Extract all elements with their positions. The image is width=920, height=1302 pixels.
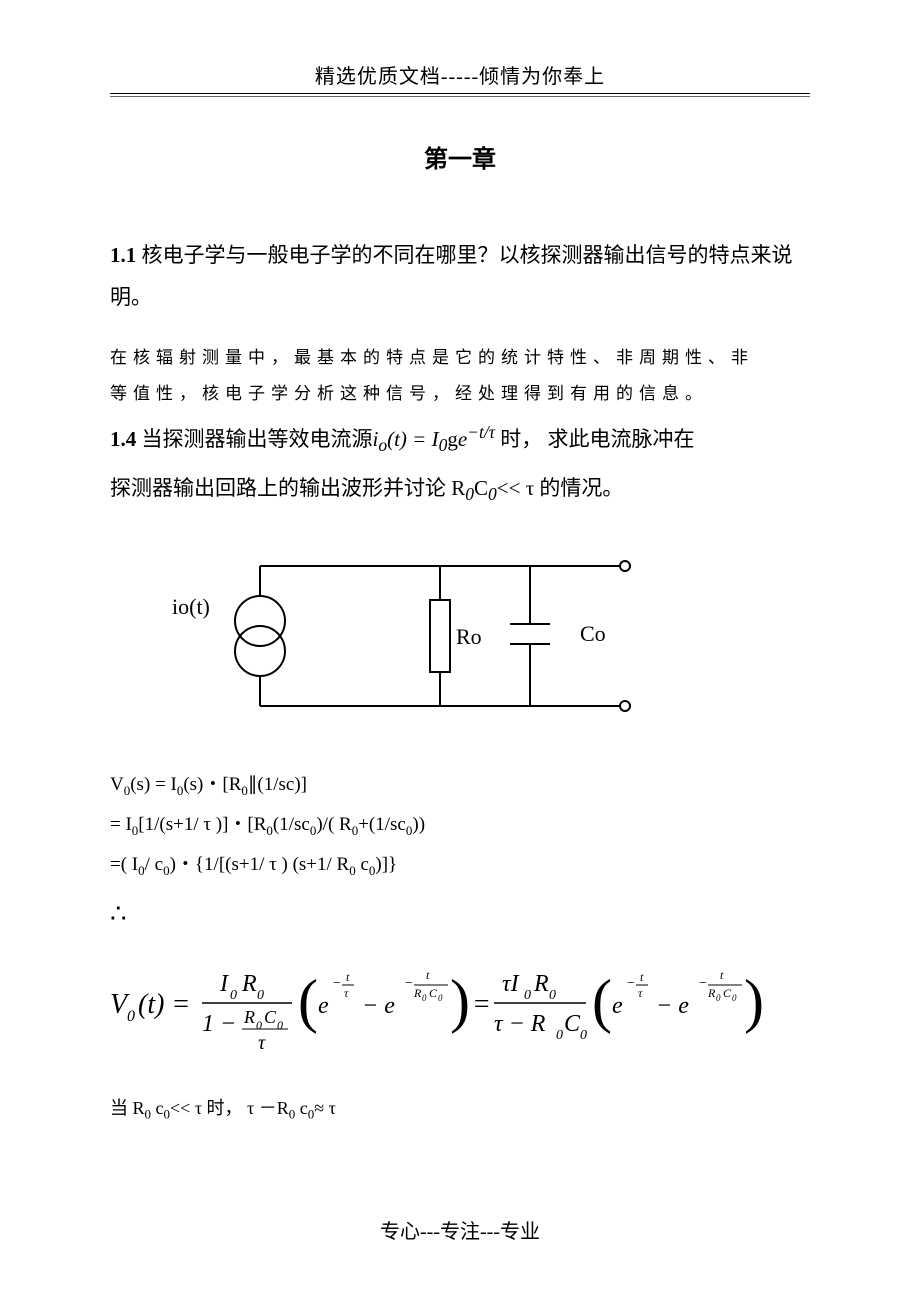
svg-text:C: C (264, 1007, 277, 1027)
question-1-4-line2: 探测器输出回路上的输出波形并讨论 R0C0<< τ 的情况。 (110, 467, 810, 512)
svg-text:R: R (413, 986, 422, 1000)
display-equation: V 0 (t) = I0 R0 1 − R0 C0 τ ( e − (110, 951, 810, 1076)
svg-text:− e: − e (362, 993, 395, 1019)
circuit-diagram: io(t) Ro Co (150, 536, 810, 741)
svg-text:C: C (429, 986, 438, 1000)
svg-text:0: 0 (549, 988, 556, 1003)
svg-text:R: R (533, 971, 549, 997)
question-1-1: 1.1 核电子学与一般电子学的不同在哪里？以核探测器输出信号的特点来说明。 (110, 234, 810, 318)
svg-text:0: 0 (257, 988, 264, 1003)
svg-text:0: 0 (580, 1028, 587, 1043)
derivation-line-2: = I0[1/(s+1/ τ )]・[R0(1/sc0)/( R0+(1/sc0… (110, 805, 810, 845)
page-header: 精选优质文档-----倾情为你奉上 (110, 60, 810, 89)
svg-text:τI: τI (502, 971, 520, 997)
capacitor-label: Co (580, 621, 606, 646)
q-1-4-suffix: 时， 求此电流脉冲在 (495, 427, 695, 451)
question-1-4-line1: 1.4 当探测器输出等效电流源io(t) = I0ge−t/τ 时， 求此电流脉… (110, 415, 810, 463)
condition-line: 当 R0 c0<< τ 时， τ －R0 c0≈ τ (110, 1090, 810, 1128)
svg-text:τ: τ (344, 986, 349, 1000)
document-page: 精选优质文档-----倾情为你奉上 第一章 1.1 核电子学与一般电子学的不同在… (0, 0, 920, 1302)
page-footer: 专心---专注---专业 (0, 1215, 920, 1244)
svg-text:0: 0 (524, 988, 531, 1003)
svg-text:): ) (450, 968, 470, 1034)
svg-text:=: = (472, 989, 491, 1020)
svg-text:0: 0 (127, 1008, 135, 1025)
svg-text:−: − (404, 976, 413, 991)
answer-1-1-line2: 等值性，核电子学分析这种信号，经处理得到有用的信息。 (110, 378, 810, 410)
svg-text:R: R (243, 1007, 255, 1027)
inline-formula: io(t) = I0ge−t/τ (373, 427, 495, 451)
therefore-symbol: ∴ (110, 887, 810, 942)
svg-text:1 −: 1 − (202, 1011, 236, 1037)
svg-text:t: t (720, 968, 724, 982)
source-label: io(t) (172, 594, 210, 619)
svg-text:τ: τ (638, 986, 643, 1000)
header-rule-top (110, 93, 810, 94)
svg-text:C: C (564, 1011, 581, 1037)
resistor-label: Ro (456, 624, 482, 649)
svg-text:t: t (426, 968, 430, 982)
svg-text:0: 0 (422, 993, 427, 1003)
svg-text:τ: τ (258, 1032, 266, 1054)
svg-text:C: C (723, 986, 732, 1000)
svg-text:): ) (744, 968, 764, 1034)
svg-text:(t) =: (t) = (138, 989, 190, 1020)
header-rule-bottom (110, 96, 810, 97)
equation-svg: V 0 (t) = I0 R0 1 − R0 C0 τ ( e − (110, 951, 790, 1061)
svg-text:0: 0 (556, 1028, 563, 1043)
svg-text:0: 0 (277, 1018, 283, 1032)
answer-1-1-line1: 在核辐射测量中，最基本的特点是它的统计特性、非周期性、非 (110, 342, 810, 374)
svg-text:(: ( (592, 968, 612, 1034)
svg-text:− e: − e (656, 993, 689, 1019)
svg-text:t: t (346, 970, 350, 984)
svg-text:R: R (707, 986, 716, 1000)
derivation-line-3: =( I0/ c0)・{1/[(s+1/ τ ) (s+1/ R0 c0)]} (110, 845, 810, 885)
svg-text:−: − (698, 976, 707, 991)
svg-text:e: e (318, 993, 329, 1019)
circuit-svg: io(t) Ro Co (150, 536, 650, 736)
svg-text:0: 0 (256, 1018, 262, 1032)
chapter-title: 第一章 (110, 139, 810, 174)
question-text: 核电子学与一般电子学的不同在哪里？以核探测器输出信号的特点来说明。 (110, 243, 793, 309)
svg-text:0: 0 (230, 988, 237, 1003)
derivation-block: V0(s) = I0(s)・[R0∥(1/sc)] = I0[1/(s+1/ τ… (110, 765, 810, 1128)
derivation-line-1: V0(s) = I0(s)・[R0∥(1/sc)] (110, 765, 810, 805)
svg-text:(: ( (298, 968, 318, 1034)
question-number: 1.1 (110, 243, 136, 267)
svg-text:t: t (640, 970, 644, 984)
svg-text:τ − R: τ − R (494, 1011, 546, 1037)
svg-text:e: e (612, 993, 623, 1019)
svg-text:0: 0 (438, 993, 443, 1003)
svg-text:I: I (219, 971, 229, 997)
svg-text:−: − (332, 976, 341, 991)
question-number: 1.4 (110, 427, 136, 451)
svg-text:−: − (626, 976, 635, 991)
svg-text:0: 0 (716, 993, 721, 1003)
svg-text:R: R (241, 971, 257, 997)
svg-text:0: 0 (732, 993, 737, 1003)
q-1-4-prefix: 当探测器输出等效电流源 (136, 427, 372, 451)
